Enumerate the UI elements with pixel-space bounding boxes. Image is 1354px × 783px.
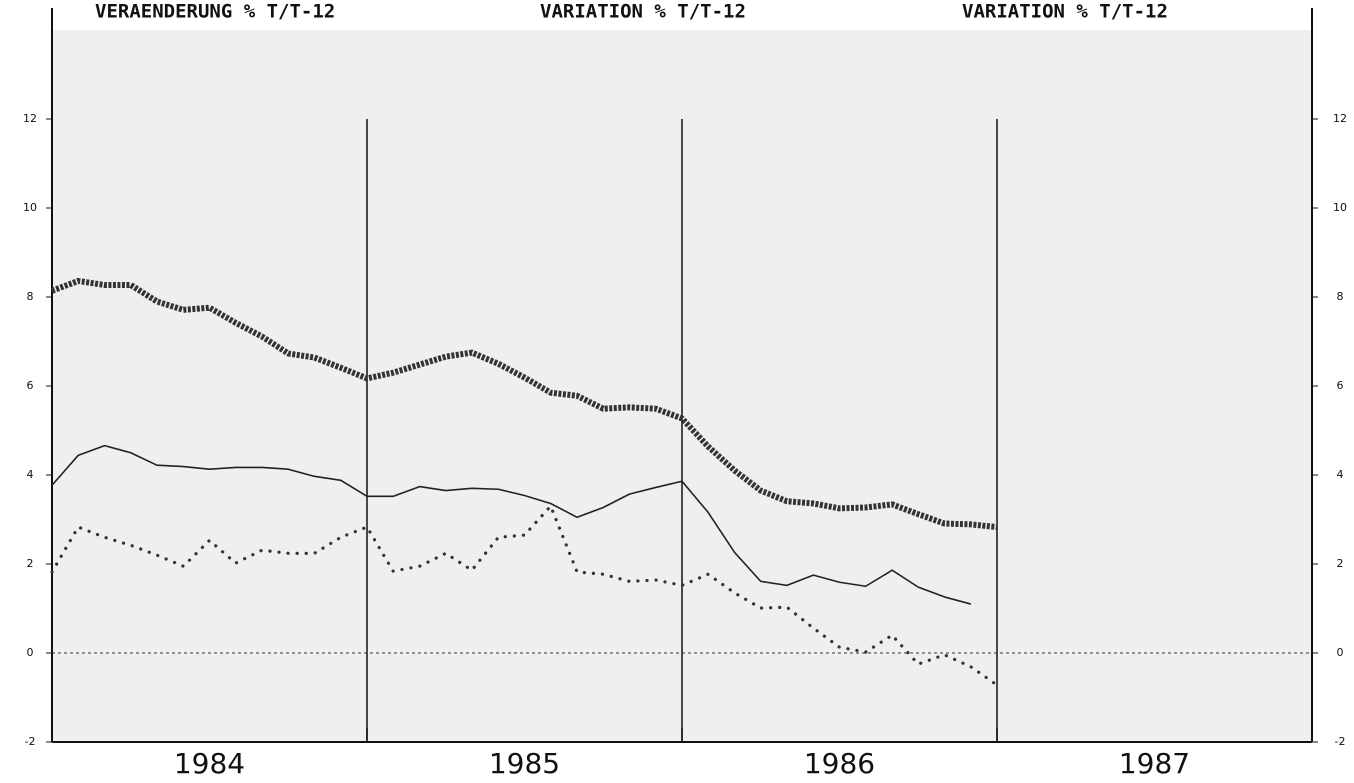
y-tick-label: 8 <box>27 290 34 303</box>
y-tick-label: 10 <box>23 201 37 214</box>
x-tick-label: 1985 <box>489 747 560 780</box>
y2-tick-label: -2 <box>1335 735 1346 748</box>
y-tick-label: 6 <box>27 379 34 392</box>
y-tick-label: -2 <box>25 735 36 748</box>
x-tick-label: 1986 <box>804 747 875 780</box>
series-line <box>50 504 999 687</box>
y-tick-label: 4 <box>27 468 34 481</box>
y2-tick-label: 6 <box>1337 379 1344 392</box>
y2-tick-label: 8 <box>1337 290 1344 303</box>
x-tick-label: 1987 <box>1119 747 1190 780</box>
chart-title: VARIATION % T/T-12 <box>540 1 746 23</box>
y-tick-label: 12 <box>23 112 37 125</box>
chart-title: VERAENDERUNG % T/T-12 <box>95 1 335 23</box>
y2-tick-label: 12 <box>1333 112 1347 125</box>
series-line <box>50 277 998 531</box>
x-tick-label: 1984 <box>174 747 245 780</box>
y2-tick-label: 10 <box>1333 201 1347 214</box>
y-tick-label: 0 <box>27 646 34 659</box>
y2-tick-label: 2 <box>1337 557 1344 570</box>
series-line <box>51 444 972 605</box>
y-tick-label: 2 <box>27 557 34 570</box>
y2-tick-label: 4 <box>1337 468 1344 481</box>
y2-tick-label: 0 <box>1337 646 1344 659</box>
chart-title: VARIATION % T/T-12 <box>962 1 1168 23</box>
